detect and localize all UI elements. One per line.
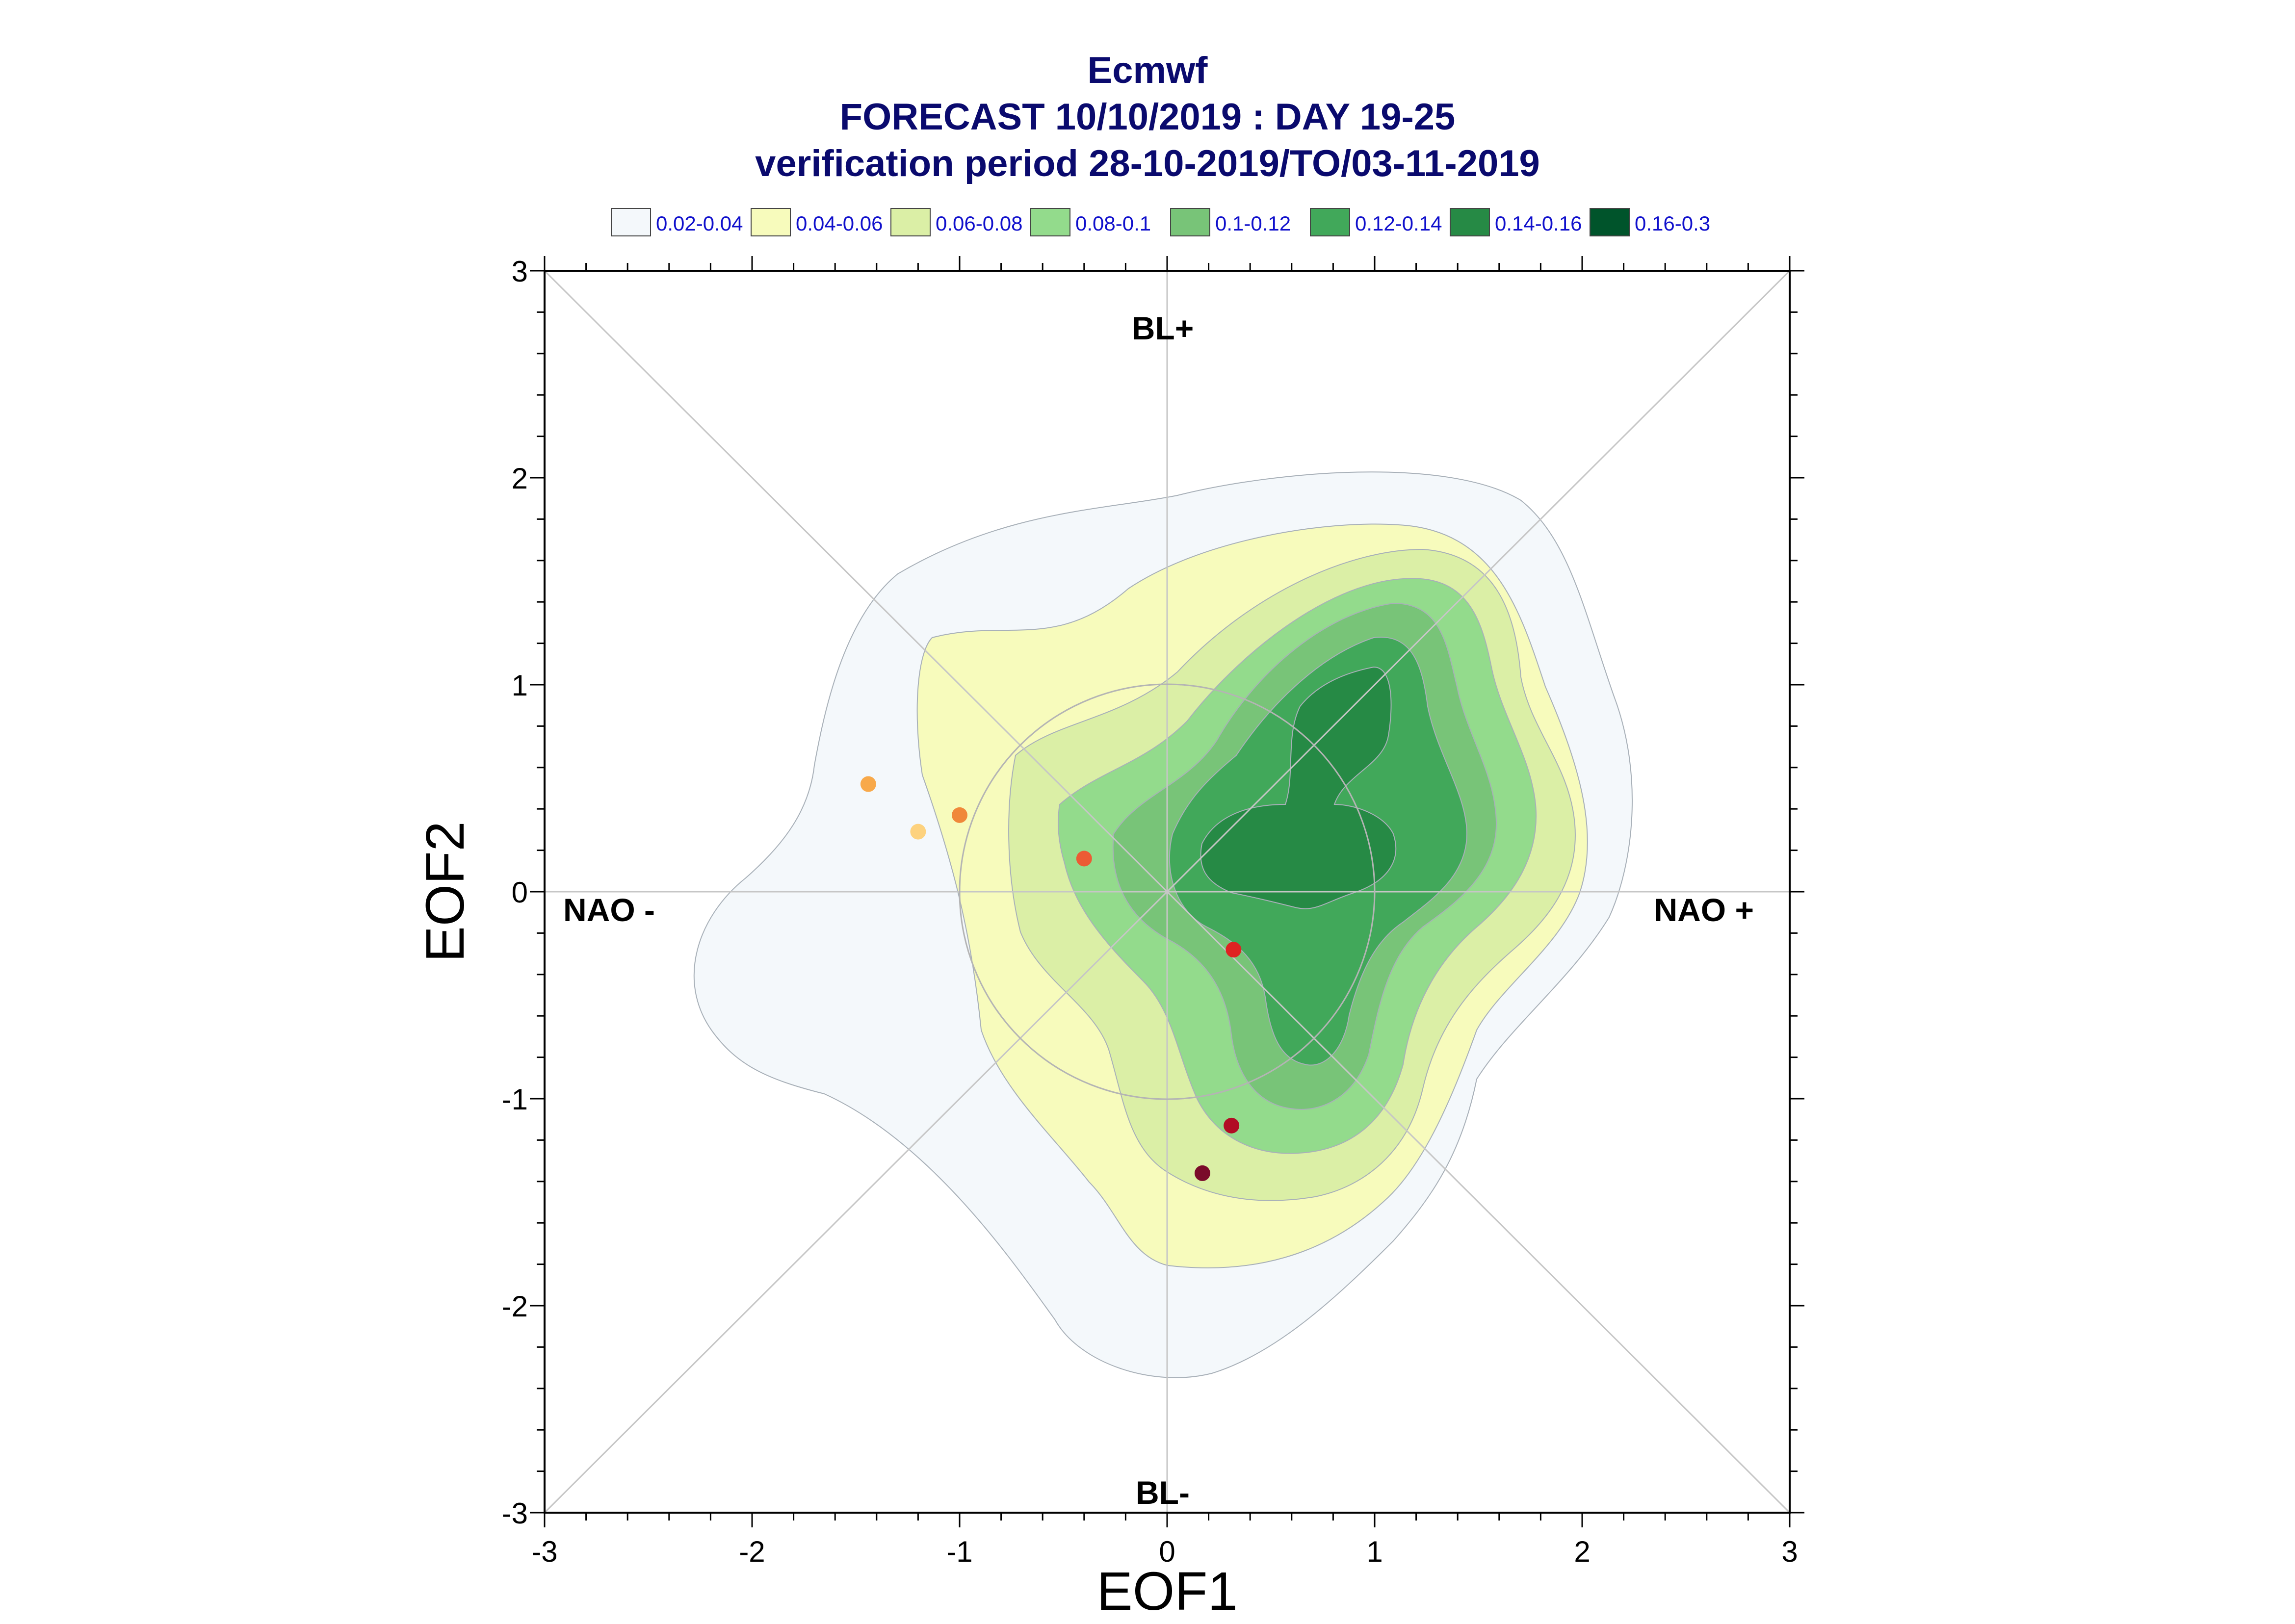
legend-swatch — [1030, 208, 1070, 236]
data-point — [952, 807, 967, 823]
regime-label-right: NAO + — [1654, 892, 1754, 928]
legend-swatch — [751, 208, 791, 236]
y-tick-label: -1 — [502, 1083, 528, 1116]
legend-label: 0.14-0.16 — [1495, 212, 1582, 235]
density-contours — [693, 471, 1633, 1378]
reference-lines — [545, 271, 1790, 1513]
legend-label: 0.1-0.12 — [1215, 212, 1291, 235]
y-tick-label: 0 — [512, 876, 528, 909]
chart-subtitle-verification: verification period 28-10-2019/TO/03-11-… — [755, 143, 1540, 184]
axis-tick-labels: -3 -2 -1 0 1 2 3 -3 -2 -1 0 1 2 3 — [502, 255, 1798, 1568]
legend-swatch — [1310, 208, 1350, 236]
reference-circle — [959, 683, 1376, 1100]
data-point — [910, 824, 926, 840]
chart-title-block: Ecmwf FORECAST 10/10/2019 : DAY 19-25 ve… — [0, 47, 2295, 187]
x-tick-label: 1 — [1366, 1535, 1382, 1568]
regime-label-top: BL+ — [1132, 310, 1194, 346]
legend-label: 0.04-0.06 — [796, 212, 883, 235]
x-tick-label: -2 — [739, 1535, 765, 1568]
chart-title: Ecmwf — [1087, 50, 1208, 91]
contour-level-7 — [1200, 666, 1397, 909]
legend-swatch — [1170, 208, 1210, 236]
legend-label: 0.06-0.08 — [936, 212, 1023, 235]
y-tick-label: 2 — [512, 462, 528, 495]
regime-label-bottom: BL- — [1136, 1474, 1190, 1511]
data-point — [860, 776, 876, 792]
data-point — [1226, 942, 1242, 958]
legend-label: 0.16-0.3 — [1635, 212, 1711, 235]
legend-label: 0.12-0.14 — [1355, 212, 1442, 235]
x-tick-label: 0 — [1159, 1535, 1175, 1568]
y-axis-label: EOF2 — [415, 821, 475, 962]
data-point — [1224, 1117, 1240, 1134]
legend-swatch — [1450, 208, 1490, 236]
y-tick-label: 1 — [512, 669, 528, 702]
regime-label-left: NAO - — [563, 892, 655, 928]
legend-label: 0.02-0.04 — [656, 212, 743, 235]
axis-ticks — [530, 256, 1804, 1527]
legend-swatch — [1590, 208, 1630, 236]
y-tick-label: -2 — [502, 1290, 528, 1323]
legend-swatch — [611, 208, 651, 236]
legend-swatch — [890, 208, 931, 236]
y-tick-label: -3 — [502, 1497, 528, 1530]
chart-subtitle-forecast: FORECAST 10/10/2019 : DAY 19-25 — [839, 96, 1456, 138]
y-tick-label: 3 — [512, 255, 528, 288]
x-tick-label: -1 — [946, 1535, 972, 1568]
data-point — [1194, 1165, 1210, 1181]
x-tick-label: 3 — [1781, 1535, 1798, 1568]
data-point — [1076, 851, 1092, 867]
data-points — [860, 776, 1242, 1181]
x-tick-label: 2 — [1574, 1535, 1590, 1568]
x-tick-label: -3 — [531, 1535, 557, 1568]
legend-label: 0.08-0.1 — [1075, 212, 1151, 235]
x-axis-label: EOF1 — [1096, 1561, 1237, 1622]
